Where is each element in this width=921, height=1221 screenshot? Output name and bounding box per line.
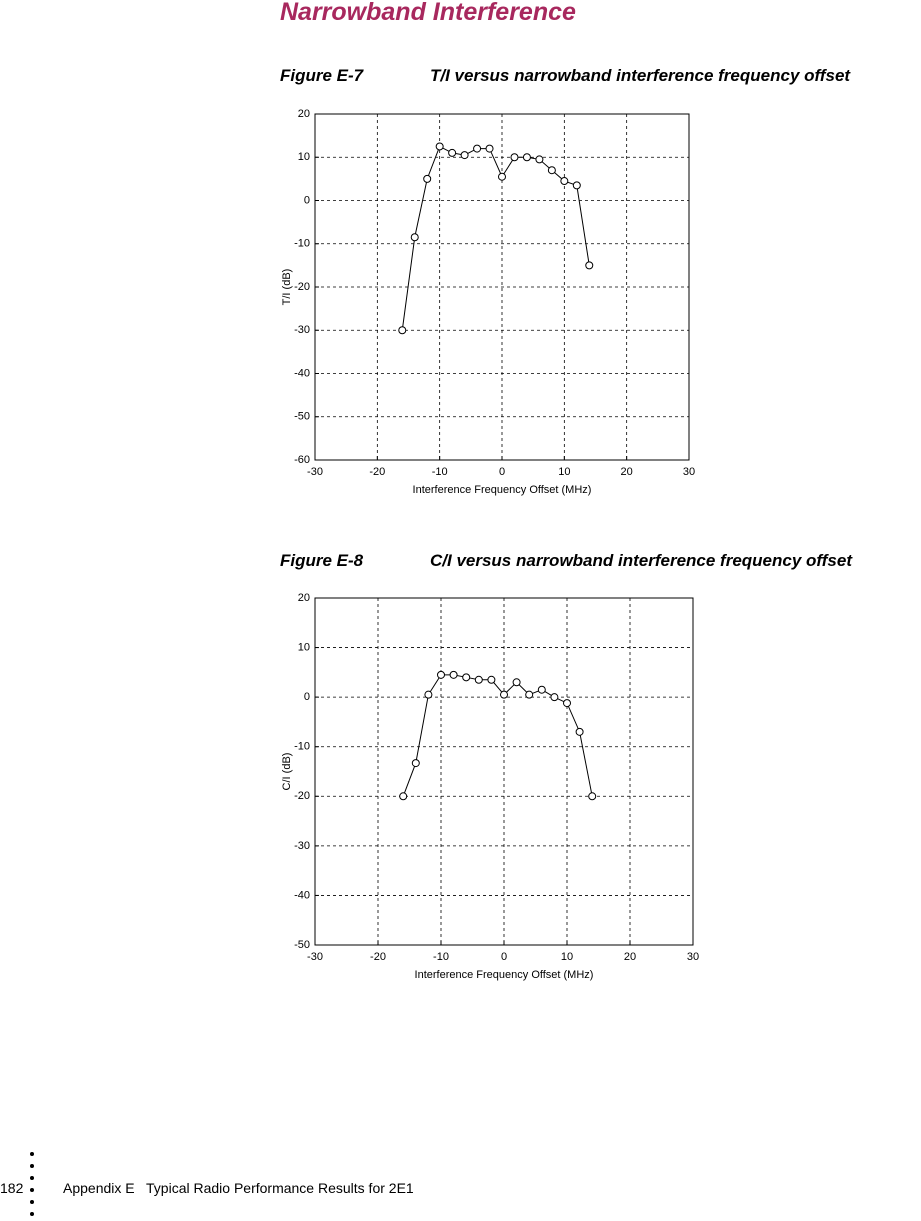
x-tick-label: 30 [687,951,699,963]
y-axis-label: C/I (dB) [281,753,293,791]
y-tick-label: -20 [294,281,310,293]
data-line [402,674,593,797]
data-marker [510,153,519,162]
y-tick-label: 20 [298,108,310,120]
data-marker [560,177,569,186]
y-tick-label: -50 [294,411,310,423]
data-marker [399,792,408,801]
y-tick-label: -10 [294,741,310,753]
data-marker [500,690,508,699]
data-marker [487,675,496,684]
y-tick-label: 0 [304,691,310,703]
x-tick-label: -10 [432,466,448,478]
data-marker [473,144,482,153]
data-marker [424,690,433,699]
y-axis-label: T/I (dB) [281,269,293,306]
data-marker [423,174,432,183]
x-axis-label: Interference Frequency Offset (MHz) [415,969,594,981]
data-marker [575,727,584,736]
x-tick-label: 20 [621,466,633,478]
y-tick-label: 0 [304,194,310,206]
y-tick-label: -50 [294,939,310,951]
x-tick-label: 0 [501,951,507,963]
y-tick-label: -20 [294,790,310,802]
plot-frame [314,597,694,946]
y-tick-label: -10 [294,238,310,250]
dot [30,1188,34,1192]
x-tick-label: 10 [561,951,573,963]
data-marker [588,792,597,801]
x-tick-label: -30 [307,466,323,478]
data-line [401,145,590,331]
x-axis-label: Interference Frequency Offset (MHz) [413,484,592,496]
data-marker [512,678,521,687]
y-tick-label: -40 [294,889,310,901]
data-marker [537,685,546,694]
data-marker [498,172,506,181]
data-marker [485,144,494,153]
footer-text: Appendix E Typical Radio Performance Res… [63,1180,414,1196]
data-marker [449,670,458,679]
data-marker [460,151,469,160]
data-marker [448,148,457,157]
x-tick-label: -20 [369,466,385,478]
x-tick-label: 20 [624,951,636,963]
x-tick-label: -30 [307,951,323,963]
dot [30,1212,34,1216]
x-tick-label: 10 [558,466,570,478]
x-tick-label: 30 [683,466,695,478]
plot-frame [314,113,690,461]
y-tick-label: 10 [298,151,310,163]
data-marker [398,326,407,335]
data-marker [411,759,420,768]
figure-label: Figure E-8 [280,551,364,570]
x-tick-label: 0 [499,466,505,478]
x-tick-label: -20 [370,951,386,963]
data-marker [410,233,419,242]
dot [30,1164,34,1168]
data-marker [550,693,559,702]
dot [30,1176,34,1180]
data-marker [572,181,581,190]
y-tick-label: -40 [294,367,310,379]
figure-label: Figure E-7 [280,66,364,85]
section-heading: Narrowband Interference [280,0,576,26]
figure-caption: Figure E-7 T/I versus narrowband interfe… [280,66,850,86]
y-tick-label: 10 [298,641,310,653]
figure-caption: Figure E-8 C/I versus narrowband interfe… [280,551,852,571]
figure-text: T/I versus narrowband interference frequ… [430,66,851,85]
data-marker [437,670,445,679]
figure-text: C/I versus narrowband interference frequ… [430,551,852,570]
data-marker [474,675,483,684]
data-marker [547,166,556,175]
data-marker [563,699,571,708]
data-marker [435,142,444,151]
data-marker [585,261,594,270]
y-tick-label: -30 [294,324,310,336]
dot [30,1152,34,1156]
data-marker [462,673,471,682]
data-marker [535,155,544,164]
data-marker [525,690,534,699]
y-tick-label: 20 [298,592,310,604]
y-tick-label: -30 [294,840,310,852]
dot [30,1200,34,1204]
data-marker [522,153,531,162]
y-tick-label: -60 [294,454,310,466]
x-tick-label: -10 [433,951,449,963]
page-number: 182 [0,1180,24,1196]
